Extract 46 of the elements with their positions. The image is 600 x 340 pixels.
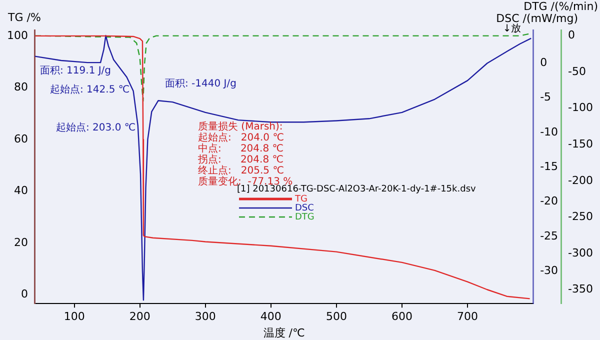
y3-tick-label: -350 — [568, 282, 594, 296]
y3-axis-title: DTG /(%/min) — [524, 0, 598, 13]
annotation: 质量损失 (Marsh): — [198, 120, 283, 133]
annotation: 面积: -1440 J/g — [165, 78, 236, 90]
annotation: 面积: 119.1 J/g — [40, 66, 112, 77]
x-tick-label: 500 — [326, 310, 347, 324]
x-tick-label: 100 — [64, 310, 85, 324]
y-tick-label: 100 — [6, 28, 28, 42]
text: TG — [294, 194, 308, 204]
x-tick-label: 600 — [391, 310, 412, 324]
annotation: ↓放 — [502, 24, 522, 35]
x-axis-title: 温度 /℃ — [263, 326, 305, 340]
y2-axis-title: DSC /(mW/mg) — [496, 12, 578, 25]
y-tick-label: 20 — [14, 236, 28, 249]
y2-tick-label: -5 — [540, 90, 552, 104]
annotation: 中点: 204.8 ℃ — [198, 142, 284, 155]
y3-tick-label: -300 — [568, 246, 594, 260]
annotation: 拐点: 204.8 ℃ — [197, 154, 284, 166]
y3-tick-label: -150 — [568, 138, 594, 151]
y-tick-label: 60 — [14, 132, 28, 146]
x-tick-label: 700 — [457, 310, 478, 324]
annotation: 终止点: 205.5 ℃ — [198, 164, 284, 177]
y3-tick-label: -200 — [568, 174, 594, 187]
y3-tick-label: 0 — [568, 28, 576, 42]
y2-tick-label: -25 — [540, 229, 558, 242]
y2-tick-label: -15 — [540, 160, 558, 174]
y-axis-title: TG /% — [7, 10, 41, 24]
y-tick-label: 40 — [14, 184, 28, 198]
y3-tick-label: -100 — [568, 101, 594, 114]
annotation: 起始点: 142.5 ℃ — [50, 84, 130, 96]
line-series — [34, 33, 530, 102]
y2-tick-label: -20 — [540, 194, 558, 208]
annotation: 起始点: 203.0 ℃ — [56, 122, 136, 134]
text: DSC — [295, 203, 314, 214]
annotation: 起始点: 204.0 ℃ — [198, 132, 284, 144]
x-tick-label: 200 — [129, 310, 150, 324]
y3-tick-label: -50 — [568, 64, 586, 78]
x-tick-label: 300 — [194, 310, 216, 324]
y2-tick-label: 0 — [540, 56, 548, 70]
y3-tick-label: -250 — [568, 210, 594, 224]
y2-tick-label: -30 — [540, 264, 558, 277]
y-tick-label: 80 — [14, 80, 28, 94]
x-tick-label: 400 — [260, 310, 282, 324]
y2-tick-label: -10 — [540, 125, 558, 138]
text: DTG — [295, 212, 314, 222]
y-tick-label: 0 — [20, 288, 28, 301]
